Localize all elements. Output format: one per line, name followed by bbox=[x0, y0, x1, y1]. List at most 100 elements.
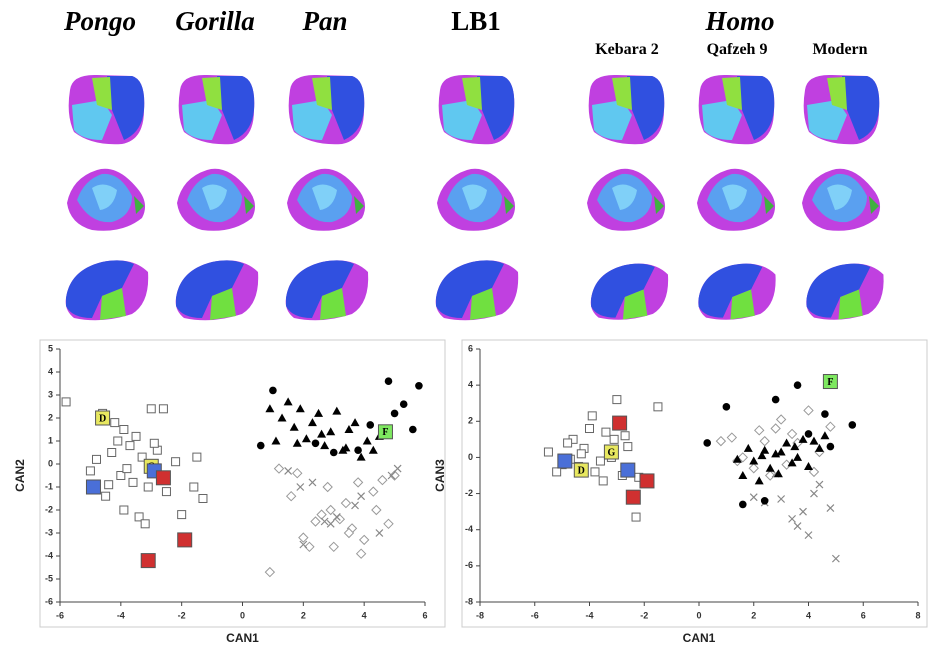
specimen-point bbox=[558, 454, 572, 468]
circle-point bbox=[385, 377, 393, 385]
square-point bbox=[62, 398, 70, 406]
triangle-point bbox=[369, 446, 378, 454]
diamond-point bbox=[360, 535, 369, 544]
specimen-label: Qafzeh 9 bbox=[707, 41, 768, 58]
diamond-point bbox=[771, 424, 780, 433]
triangle-point bbox=[820, 431, 829, 439]
cross-point bbox=[778, 495, 785, 502]
square-point bbox=[123, 465, 131, 473]
square-point bbox=[588, 412, 596, 420]
x-axis-title: CAN1 bbox=[683, 631, 716, 645]
specimen-label: Modern bbox=[812, 41, 867, 58]
diamond-point bbox=[372, 506, 381, 515]
y-tick-label: -2 bbox=[45, 504, 53, 514]
circle-point bbox=[794, 381, 802, 389]
cross-point bbox=[794, 523, 801, 530]
x-tick-label: -4 bbox=[117, 610, 125, 620]
specimen-label: F bbox=[382, 427, 388, 438]
diamond-point bbox=[716, 437, 725, 446]
diamond-point bbox=[287, 492, 296, 501]
circle-point bbox=[269, 387, 277, 395]
triangle-point bbox=[332, 407, 341, 415]
y-tick-label: -2 bbox=[465, 488, 473, 498]
specimen-point bbox=[640, 474, 654, 488]
square-point bbox=[120, 506, 128, 514]
square-point bbox=[141, 520, 149, 528]
square-point bbox=[610, 435, 618, 443]
y-tick-label: -6 bbox=[45, 596, 53, 606]
circle-point bbox=[257, 442, 265, 450]
square-point bbox=[162, 488, 170, 496]
diamond-point bbox=[788, 429, 797, 438]
x-tick-label: 4 bbox=[806, 610, 811, 620]
y-tick-label: -6 bbox=[465, 560, 473, 570]
cross-point bbox=[327, 520, 334, 527]
cross-point bbox=[816, 481, 823, 488]
circle-point bbox=[354, 446, 362, 454]
square-point bbox=[586, 425, 594, 433]
triangle-point bbox=[815, 444, 824, 452]
cross-point bbox=[810, 490, 817, 497]
square-point bbox=[621, 432, 629, 440]
specimen-label: Kebara 2 bbox=[595, 41, 659, 58]
triangle-point bbox=[296, 404, 305, 412]
diamond-point bbox=[777, 415, 786, 424]
circle-point bbox=[312, 440, 320, 448]
y-tick-label: -5 bbox=[45, 573, 53, 583]
x-axis-title: CAN1 bbox=[226, 631, 259, 645]
diamond-point bbox=[369, 487, 378, 496]
genus-label: Homo bbox=[704, 6, 774, 36]
x-tick-label: 4 bbox=[362, 610, 367, 620]
triangle-point bbox=[326, 427, 335, 435]
circle-point bbox=[821, 410, 829, 418]
square-point bbox=[129, 478, 137, 486]
circle-point bbox=[415, 382, 423, 390]
square-point bbox=[544, 448, 552, 456]
square-point bbox=[93, 455, 101, 463]
specimen-point bbox=[156, 471, 170, 485]
square-point bbox=[199, 495, 207, 503]
square-point bbox=[178, 511, 186, 519]
square-point bbox=[102, 492, 110, 500]
y-tick-label: 4 bbox=[468, 380, 473, 390]
cross-point bbox=[297, 484, 304, 491]
circle-point bbox=[805, 430, 813, 438]
triangle-point bbox=[351, 418, 360, 426]
square-point bbox=[602, 428, 610, 436]
cross-point bbox=[376, 530, 383, 537]
diamond-point bbox=[727, 433, 736, 442]
triangle-point bbox=[302, 434, 311, 442]
cross-point bbox=[827, 505, 834, 512]
x-tick-label: -2 bbox=[640, 610, 648, 620]
triangle-point bbox=[804, 462, 813, 470]
x-tick-label: -8 bbox=[476, 610, 484, 620]
y-tick-label: 0 bbox=[48, 458, 53, 468]
square-point bbox=[150, 439, 158, 447]
triangle-point bbox=[265, 404, 274, 412]
x-tick-label: 0 bbox=[240, 610, 245, 620]
triangle-point bbox=[793, 453, 802, 461]
fossil-label: LB1 bbox=[451, 6, 501, 36]
diamond-point bbox=[804, 406, 813, 415]
square-point bbox=[144, 483, 152, 491]
square-point bbox=[190, 483, 198, 491]
circle-point bbox=[723, 403, 731, 411]
triangle-point bbox=[363, 437, 372, 445]
diamond-point bbox=[311, 517, 320, 526]
cross-point bbox=[805, 532, 812, 539]
triangle-point bbox=[284, 397, 293, 405]
square-point bbox=[147, 405, 155, 413]
circle-point bbox=[409, 426, 417, 434]
square-point bbox=[613, 396, 621, 404]
bone-renders bbox=[66, 75, 884, 320]
y-axis-title: CAN3 bbox=[433, 459, 447, 492]
specimen-point bbox=[86, 480, 100, 494]
circle-point bbox=[330, 449, 338, 457]
square-point bbox=[111, 419, 119, 427]
cross-point bbox=[394, 465, 401, 472]
specimen-label: F bbox=[827, 377, 833, 388]
y-tick-label: 2 bbox=[468, 416, 473, 426]
diamond-point bbox=[293, 469, 302, 478]
specimen-label: D bbox=[99, 413, 106, 424]
triangle-point bbox=[809, 437, 818, 445]
